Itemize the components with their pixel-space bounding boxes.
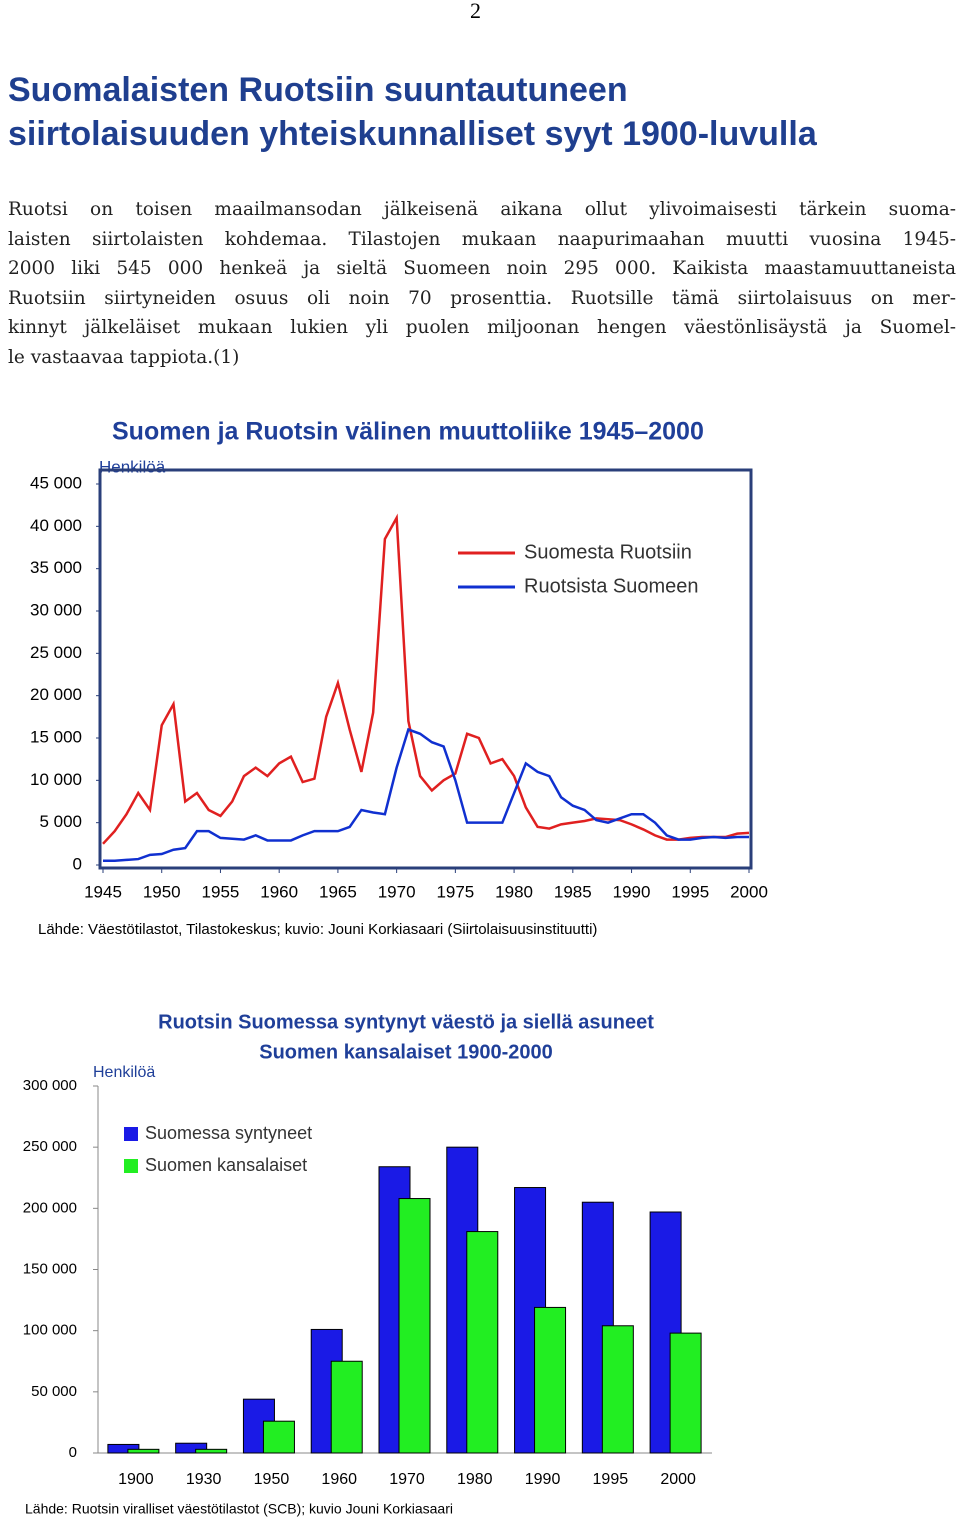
- y-tick-label: 15 000: [30, 727, 82, 746]
- y-tick-label: 45 000: [30, 473, 82, 492]
- x-tick-label: 1980: [495, 882, 533, 901]
- bar: [669, 1332, 702, 1454]
- bar: [195, 1448, 228, 1454]
- x-tick-label: 1970: [389, 1471, 425, 1488]
- x-tick-label: 1955: [202, 882, 240, 901]
- bar: [330, 1360, 363, 1454]
- y-axis-label: Henkilöä: [93, 1064, 155, 1081]
- chart-title: Suomen ja Ruotsin välinen muuttoliike 19…: [112, 418, 704, 446]
- x-tick-label: 1990: [613, 882, 651, 901]
- text-line: laisten siirtolaisten kohdemaa. Tilastoj…: [8, 228, 956, 250]
- x-tick-label: 1960: [321, 1471, 357, 1488]
- y-tick-label: 50 000: [31, 1383, 77, 1400]
- chart-title: Ruotsin Suomessa syntynyt väestö ja siel…: [158, 1011, 654, 1033]
- text-line: kinnyt jälkeläiset mukaan lukien yli puo…: [8, 317, 956, 338]
- bar: [534, 1306, 567, 1454]
- page-number: 2: [470, 0, 481, 23]
- x-tick-label: 1900: [118, 1471, 154, 1488]
- text-line: le vastaavaa tappiota.(1): [8, 346, 240, 368]
- y-tick-label: 40 000: [30, 516, 82, 535]
- y-tick-label: 10 000: [30, 770, 82, 789]
- x-tick-label: 1960: [260, 882, 298, 901]
- bar: [127, 1448, 160, 1454]
- x-tick-label: 1975: [436, 882, 474, 901]
- y-tick-label: 250 000: [23, 1138, 77, 1155]
- legend-label: Ruotsista Suomeen: [524, 575, 699, 597]
- y-tick-label: 35 000: [30, 558, 82, 577]
- legend-label: Suomen kansalaiset: [145, 1155, 307, 1175]
- heading: Suomalaisten Ruotsiin suuntautuneen siir…: [8, 68, 817, 156]
- x-tick-label: 1965: [319, 882, 357, 901]
- x-tick-label: 1950: [143, 882, 181, 901]
- plot-frame: [98, 468, 753, 870]
- bar: [466, 1231, 499, 1454]
- y-tick-label: 300 000: [23, 1077, 77, 1094]
- y-tick-label: 30 000: [30, 600, 82, 619]
- x-tick-label: 2000: [730, 882, 768, 901]
- x-tick-label: 1980: [457, 1471, 493, 1488]
- source-note: Lähde: Väestötilastot, Tilastokeskus; ku…: [38, 921, 597, 938]
- bar: [601, 1325, 634, 1454]
- bar: [398, 1198, 431, 1454]
- x-tick-label: 1995: [593, 1471, 629, 1488]
- y-tick-label: 25 000: [30, 643, 82, 662]
- heading-line: Suomalaisten Ruotsiin suuntautuneen: [8, 71, 628, 109]
- source-note: Lähde: Ruotsin viralliset väestötilastot…: [25, 1501, 453, 1517]
- x-tick-label: 1985: [554, 882, 592, 901]
- data-line: [103, 727, 749, 863]
- bar: [175, 1442, 208, 1454]
- heading-line: siirtolaisuuden yhteiskunnalliset syyt 1…: [8, 115, 817, 153]
- bar: [262, 1420, 295, 1454]
- legend-label: Suomesta Ruotsiin: [524, 541, 692, 563]
- y-tick-label: 150 000: [23, 1260, 77, 1277]
- y-tick-label: 100 000: [23, 1322, 77, 1339]
- text-line: 2000 liki 545 000 henkeä ja sieltä Suome…: [8, 258, 956, 279]
- x-tick-label: 1945: [84, 882, 122, 901]
- x-tick-label: 1930: [186, 1471, 222, 1488]
- x-tick-label: 1990: [525, 1471, 561, 1488]
- x-tick-label: 1995: [671, 882, 709, 901]
- legend-label: Suomessa syntyneet: [145, 1123, 312, 1143]
- y-tick-label: 20 000: [30, 685, 82, 704]
- y-tick-label: 0: [73, 854, 82, 873]
- paragraph: Ruotsi on toisen maailmansodan jälkeisen…: [8, 195, 956, 372]
- text-line: Ruotsi on toisen maailmansodan jälkeisen…: [8, 199, 956, 220]
- y-tick-label: 5 000: [39, 812, 82, 831]
- data-line: [102, 513, 750, 845]
- bar: [107, 1443, 140, 1454]
- text-line: Ruotsiin siirtyneiden osuus oli noin 70 …: [8, 287, 956, 309]
- y-axis-label: Henkilöä: [99, 457, 166, 476]
- legend-swatch: [124, 1127, 138, 1141]
- x-tick-label: 2000: [660, 1471, 696, 1488]
- chart-title: Suomen kansalaiset 1900-2000: [259, 1041, 553, 1063]
- x-tick-label: 1950: [254, 1471, 290, 1488]
- y-tick-label: 0: [69, 1444, 77, 1461]
- y-tick-label: 200 000: [23, 1199, 77, 1216]
- legend-swatch: [124, 1159, 138, 1173]
- x-tick-label: 1970: [378, 882, 416, 901]
